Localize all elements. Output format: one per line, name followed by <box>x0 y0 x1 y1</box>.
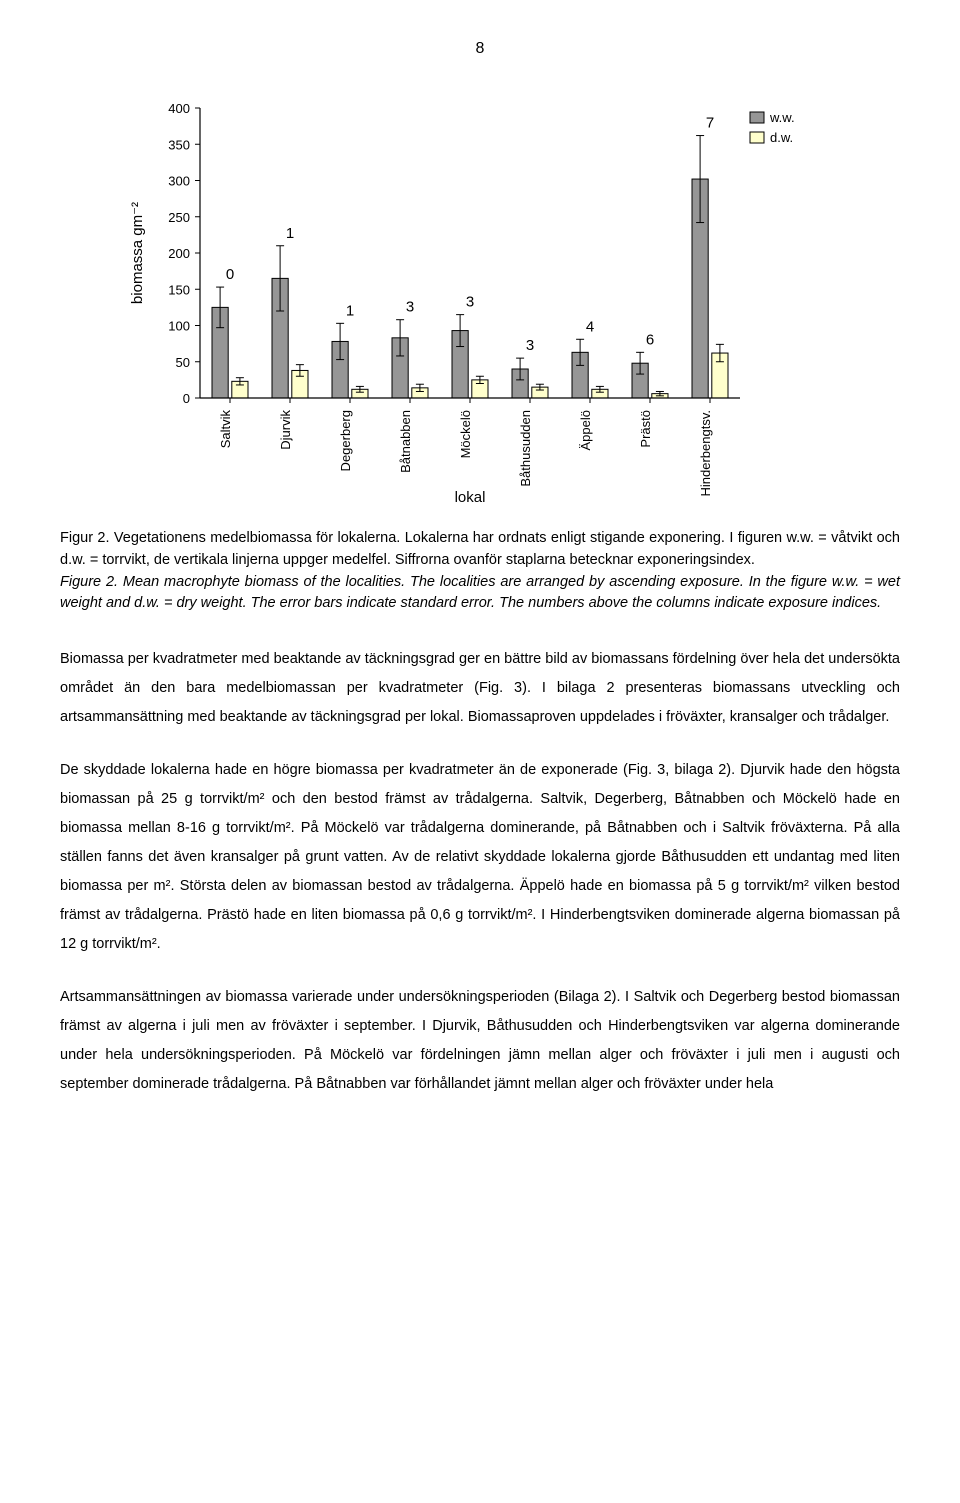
chart-svg: 0 50 100 150 200 250 300 350 400 0 Saltvik 1 Djurvik… <box>120 88 840 508</box>
caption-swedish: Figur 2. Vegetationens medelbiomassa för… <box>60 530 900 568</box>
svg-text:d.w.: d.w. <box>770 130 793 145</box>
paragraph-3: Artsammansättningen av biomassa varierad… <box>60 983 900 1099</box>
svg-text:Möckelö: Möckelö <box>458 410 473 458</box>
svg-text:0: 0 <box>183 391 190 406</box>
svg-text:1: 1 <box>286 225 294 242</box>
svg-text:biomassa gm⁻²: biomassa gm⁻² <box>129 202 146 304</box>
svg-text:Prästö: Prästö <box>638 410 653 448</box>
svg-text:6: 6 <box>646 331 654 348</box>
figure-caption: Figur 2. Vegetationens medelbiomassa för… <box>60 528 900 615</box>
svg-text:Äppelö: Äppelö <box>578 410 593 450</box>
paragraph-2: De skyddade lokalerna hade en högre biom… <box>60 756 900 959</box>
svg-text:Degerberg: Degerberg <box>338 410 353 471</box>
svg-text:Båthusudden: Båthusudden <box>518 410 533 487</box>
svg-text:w.w.: w.w. <box>769 110 795 125</box>
caption-english: Figure 2. Mean macrophyte biomass of the… <box>60 574 900 612</box>
svg-text:250: 250 <box>168 210 190 225</box>
svg-text:50: 50 <box>176 355 190 370</box>
svg-text:Saltvik: Saltvik <box>218 410 233 449</box>
svg-text:150: 150 <box>168 282 190 297</box>
svg-text:100: 100 <box>168 319 190 334</box>
svg-text:4: 4 <box>586 318 594 335</box>
svg-text:Hinderbengtsv.: Hinderbengtsv. <box>698 410 713 496</box>
svg-text:7: 7 <box>706 115 714 132</box>
svg-text:200: 200 <box>168 246 190 261</box>
svg-text:1: 1 <box>346 302 354 319</box>
svg-text:400: 400 <box>168 101 190 116</box>
svg-text:lokal: lokal <box>455 489 486 506</box>
svg-text:3: 3 <box>406 299 414 316</box>
svg-text:Djurvik: Djurvik <box>278 410 293 450</box>
page-number: 8 <box>60 40 900 58</box>
svg-text:3: 3 <box>526 337 534 354</box>
svg-text:Båtnabben: Båtnabben <box>398 410 413 473</box>
svg-text:0: 0 <box>226 266 234 283</box>
svg-text:3: 3 <box>466 294 474 311</box>
svg-text:350: 350 <box>168 137 190 152</box>
paragraph-1: Biomassa per kvadratmeter med beaktande … <box>60 645 900 732</box>
svg-text:300: 300 <box>168 174 190 189</box>
biomass-bar-chart: 0 50 100 150 200 250 300 350 400 0 Saltvik 1 Djurvik… <box>120 88 840 508</box>
